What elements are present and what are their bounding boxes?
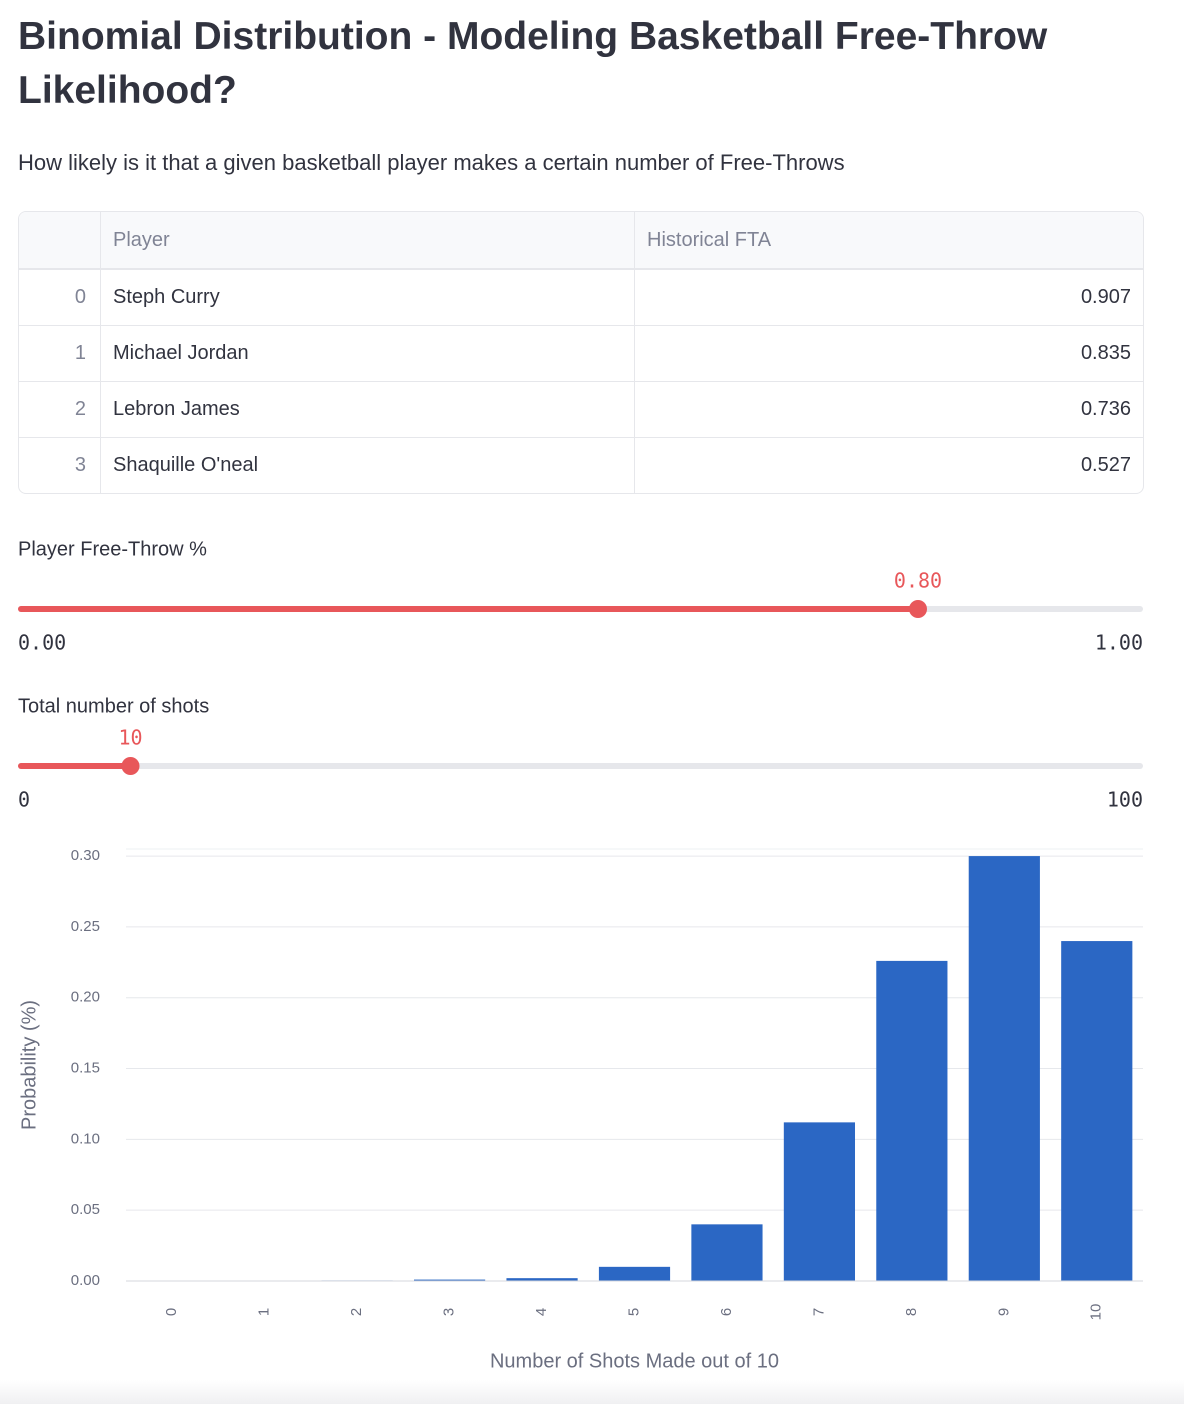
y-tick-label: 0.25 bbox=[71, 918, 100, 935]
row-index[interactable]: 3 bbox=[19, 437, 101, 493]
table-cell[interactable]: Shaquille O'neal bbox=[101, 437, 635, 493]
table-cell[interactable]: 0.527 bbox=[1080, 454, 1131, 476]
y-tick-label: 0.30 bbox=[71, 847, 100, 864]
subtitle: How likely is it that a given basketball… bbox=[18, 150, 845, 175]
slider-min: 0.00 bbox=[18, 631, 66, 655]
bar bbox=[968, 856, 1040, 1281]
slider-fill bbox=[18, 763, 131, 769]
x-tick-label: 8 bbox=[903, 1308, 920, 1316]
table-header: Player Historical FTA bbox=[19, 212, 1143, 270]
x-tick-label: 0 bbox=[163, 1308, 180, 1316]
slider-max: 1.00 bbox=[1095, 631, 1143, 655]
bar bbox=[413, 1279, 486, 1281]
table-row: 2 Lebron James 0.736 bbox=[19, 381, 1143, 438]
row-index[interactable]: 2 bbox=[19, 381, 101, 437]
slider-value: 10 bbox=[118, 726, 142, 750]
x-tick-label: 10 bbox=[1088, 1304, 1105, 1321]
bar bbox=[506, 1278, 578, 1281]
x-tick-label: 2 bbox=[348, 1308, 365, 1316]
slider-fill bbox=[18, 606, 918, 612]
bar bbox=[691, 1224, 763, 1281]
bar bbox=[876, 960, 948, 1281]
table-row: 1 Michael Jordan 0.835 bbox=[19, 325, 1143, 382]
slider-thumb[interactable] bbox=[121, 757, 140, 775]
index-header bbox=[19, 212, 101, 268]
bar bbox=[598, 1266, 671, 1281]
x-tick-label: 3 bbox=[441, 1308, 458, 1316]
y-axis-title: Probability (%) bbox=[18, 1000, 40, 1130]
y-tick-label: 0.15 bbox=[71, 1060, 100, 1077]
x-axis-title: Number of Shots Made out of 10 bbox=[490, 1350, 779, 1372]
table-cell[interactable]: Michael Jordan bbox=[101, 325, 635, 381]
table-row: 0 Steph Curry 0.907 bbox=[19, 269, 1143, 326]
y-tick-label: 0.10 bbox=[71, 1130, 100, 1147]
footer-fade bbox=[0, 1380, 1184, 1404]
data-table: Player Historical FTA 0 Steph Curry 0.907 1… bbox=[18, 211, 1144, 494]
x-tick-label: 5 bbox=[625, 1308, 642, 1316]
slider-max: 100 bbox=[1107, 788, 1143, 812]
slider-value: 0.80 bbox=[894, 569, 942, 593]
x-tick-label: 9 bbox=[995, 1308, 1012, 1316]
table-cell[interactable]: Steph Curry bbox=[101, 269, 635, 325]
slider-label: Total number of shots bbox=[18, 695, 209, 717]
slider-track bbox=[18, 763, 1143, 769]
table-cell[interactable]: 0.736 bbox=[1080, 398, 1131, 420]
slider-thumb[interactable] bbox=[909, 600, 927, 618]
title: Binomial Distribution - Modeling Basketb… bbox=[18, 15, 1048, 112]
row-index[interactable]: 0 bbox=[19, 269, 101, 325]
column-header[interactable]: Historical FTA bbox=[647, 229, 772, 251]
x-tick-label: 6 bbox=[718, 1308, 735, 1316]
y-tick-label: 0.00 bbox=[71, 1272, 100, 1289]
table-cell[interactable]: Lebron James bbox=[101, 381, 635, 437]
y-tick-label: 0.20 bbox=[71, 989, 100, 1006]
bar bbox=[783, 1122, 856, 1281]
row-index[interactable]: 1 bbox=[19, 325, 101, 381]
y-tick-label: 0.05 bbox=[71, 1201, 100, 1218]
x-tick-label: 4 bbox=[533, 1308, 550, 1316]
x-tick-label: 7 bbox=[810, 1308, 827, 1316]
slider-label: Player Free-Throw % bbox=[18, 538, 207, 560]
x-tick-label: 1 bbox=[256, 1308, 273, 1316]
table-cell[interactable]: 0.907 bbox=[1080, 286, 1131, 308]
slider-min: 0 bbox=[18, 788, 30, 812]
table-row: 3 Shaquille O'neal 0.527 bbox=[19, 437, 1143, 493]
bar bbox=[1061, 941, 1133, 1281]
column-header[interactable]: Player bbox=[101, 212, 635, 268]
table-cell[interactable]: 0.835 bbox=[1080, 342, 1131, 364]
